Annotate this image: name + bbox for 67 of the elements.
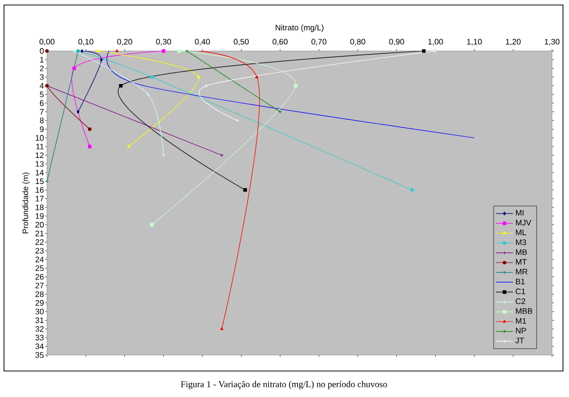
y-tick-label: 14 — [36, 170, 44, 176]
legend-label: M1 — [516, 318, 526, 324]
legend-label: MBB — [516, 308, 532, 314]
y-tick-label: 8 — [40, 118, 44, 124]
y-axis-title: Profundidade (m) — [22, 172, 30, 234]
x-tick-label: 0,40 — [194, 38, 210, 46]
y-tick-label: 18 — [36, 204, 44, 210]
legend-label: MR — [516, 268, 528, 274]
text: Figura 1 - Variação de nitrato (mg/L) no período chuvoso — [180, 380, 388, 390]
y-tick-label: 33 — [35, 334, 44, 340]
legend-label: B1 — [516, 278, 525, 284]
y-tick-label: 32 — [35, 326, 44, 332]
legend-label: MI — [516, 210, 524, 216]
y-tick-label: 31 — [35, 317, 44, 324]
x-tick-label: 0,70 — [311, 38, 326, 46]
y-tick-label: 34 — [35, 343, 44, 350]
y-tick-label: 27 — [36, 282, 44, 288]
x-tick-label: 0,60 — [272, 38, 288, 46]
y-tick-label: 15 — [36, 178, 44, 184]
x-tick-label: 0,20 — [117, 38, 132, 46]
x-tick-label: 0,80 — [350, 38, 366, 46]
x-tick-label: 0,50 — [234, 38, 249, 46]
legend-label: MJV — [516, 220, 532, 226]
legend-label: ML — [516, 230, 526, 236]
legend-label: NP — [516, 328, 526, 334]
x-tick-label: 1,10 — [467, 38, 482, 46]
legend-label: MB — [516, 249, 527, 255]
y-tick-label: 24 — [36, 256, 44, 262]
x-tick-label: 1,00 — [428, 38, 443, 46]
y-tick-label: 3 — [40, 74, 44, 80]
x-tick-label: 0,90 — [389, 38, 404, 46]
x-tick-label: 1,30 — [544, 38, 560, 46]
legend-label: MT — [516, 259, 527, 265]
y-tick-label: 5 — [40, 92, 44, 98]
y-tick-label: 26 — [36, 274, 44, 280]
y-tick-label: 29 — [36, 300, 44, 306]
y-tick-label: 28 — [36, 291, 44, 298]
y-tick-label: 25 — [36, 265, 44, 271]
y-tick-label: 30 — [35, 308, 44, 314]
y-tick-label: 22 — [36, 239, 44, 245]
y-tick-label: 6 — [40, 100, 44, 106]
y-tick-label: 4 — [40, 82, 44, 88]
legend-label: JT — [515, 338, 524, 344]
y-tick-label: 19 — [36, 213, 44, 219]
y-tick-label: 20 — [36, 222, 44, 228]
y-tick-label: 17 — [36, 196, 44, 202]
y-tick-label: 13 — [36, 161, 44, 167]
x-tick-label: 0,10 — [78, 38, 94, 46]
y-tick-label: 2 — [40, 66, 44, 72]
y-tick-label: 11 — [36, 144, 44, 150]
y-tick-label: 1 — [40, 56, 44, 62]
legend-label: M3 — [516, 239, 526, 246]
y-tick-label: 9 — [40, 126, 44, 132]
y-tick-label: 10 — [36, 135, 44, 141]
y-tick-label: 12 — [36, 152, 44, 158]
y-tick-label: 7 — [40, 109, 44, 115]
x-axis-title: Nitrato (mg/L) — [276, 24, 324, 32]
y-tick-label: 21 — [36, 230, 44, 236]
y-tick-label: 23 — [36, 248, 44, 254]
x-tick-label: 0,00 — [40, 38, 54, 46]
legend-label: C2 — [516, 298, 526, 304]
y-tick-label: 0 — [40, 48, 44, 54]
y-tick-label: 16 — [36, 187, 44, 193]
x-tick-label: 1,20 — [506, 38, 521, 46]
legend-label: C1 — [516, 288, 526, 294]
y-tick-label: 35 — [35, 352, 44, 358]
x-tick-label: 0,30 — [156, 38, 172, 46]
